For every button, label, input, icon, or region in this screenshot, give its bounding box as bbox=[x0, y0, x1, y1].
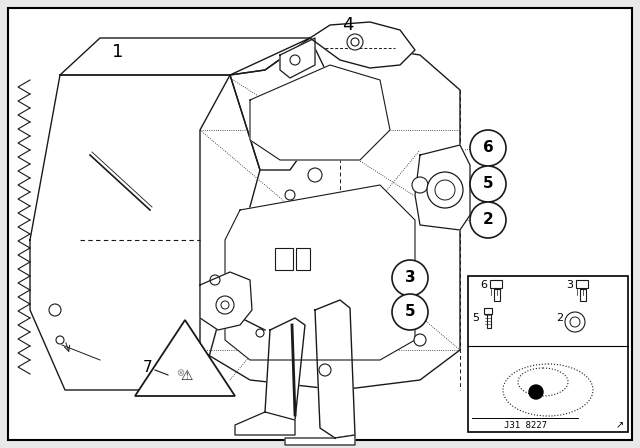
Circle shape bbox=[529, 385, 543, 399]
Circle shape bbox=[216, 296, 234, 314]
Circle shape bbox=[351, 38, 359, 46]
Polygon shape bbox=[265, 318, 305, 420]
Circle shape bbox=[319, 364, 331, 376]
Circle shape bbox=[565, 312, 585, 332]
Polygon shape bbox=[415, 145, 470, 230]
Bar bbox=[275, 248, 293, 270]
Circle shape bbox=[412, 177, 428, 193]
Text: 5: 5 bbox=[483, 177, 493, 191]
Circle shape bbox=[290, 55, 300, 65]
Bar bbox=[576, 280, 588, 288]
Bar bbox=[494, 289, 500, 301]
Bar bbox=[490, 280, 502, 288]
Polygon shape bbox=[235, 412, 295, 435]
Bar bbox=[487, 314, 491, 328]
Circle shape bbox=[210, 275, 220, 285]
Bar bbox=[296, 248, 310, 270]
Text: 4: 4 bbox=[342, 16, 354, 34]
Ellipse shape bbox=[518, 368, 568, 396]
Polygon shape bbox=[60, 38, 310, 75]
Text: 5: 5 bbox=[472, 313, 479, 323]
Circle shape bbox=[470, 202, 506, 238]
Circle shape bbox=[392, 260, 428, 296]
Circle shape bbox=[347, 34, 363, 50]
Bar bbox=[468, 276, 628, 432]
Polygon shape bbox=[310, 22, 415, 68]
Circle shape bbox=[570, 317, 580, 327]
Polygon shape bbox=[230, 38, 340, 170]
Polygon shape bbox=[250, 65, 390, 160]
Text: ↗: ↗ bbox=[616, 420, 624, 430]
Circle shape bbox=[256, 329, 264, 337]
Text: 2: 2 bbox=[556, 313, 564, 323]
Text: 6: 6 bbox=[481, 280, 488, 290]
Polygon shape bbox=[280, 38, 315, 78]
Polygon shape bbox=[285, 435, 355, 445]
Circle shape bbox=[414, 334, 426, 346]
Bar bbox=[484, 308, 492, 314]
Ellipse shape bbox=[503, 364, 593, 416]
Polygon shape bbox=[30, 75, 260, 390]
Text: 5: 5 bbox=[404, 305, 415, 319]
Text: 1: 1 bbox=[112, 43, 124, 61]
Circle shape bbox=[308, 168, 322, 182]
Text: 3: 3 bbox=[566, 280, 573, 290]
Circle shape bbox=[427, 172, 463, 208]
Text: 2: 2 bbox=[483, 212, 493, 228]
Circle shape bbox=[56, 336, 64, 344]
Polygon shape bbox=[200, 272, 252, 330]
Circle shape bbox=[435, 180, 455, 200]
Polygon shape bbox=[135, 320, 235, 396]
Text: ⊗: ⊗ bbox=[176, 368, 184, 378]
Circle shape bbox=[49, 304, 61, 316]
Bar bbox=[580, 289, 586, 301]
Text: ⚠: ⚠ bbox=[180, 369, 193, 383]
Circle shape bbox=[470, 130, 506, 166]
Polygon shape bbox=[225, 185, 415, 360]
Circle shape bbox=[392, 294, 428, 330]
Text: 6: 6 bbox=[483, 141, 493, 155]
Circle shape bbox=[285, 190, 295, 200]
Text: 3: 3 bbox=[404, 271, 415, 285]
Polygon shape bbox=[200, 38, 460, 390]
Circle shape bbox=[221, 301, 229, 309]
Text: J31 8227: J31 8227 bbox=[504, 421, 547, 430]
Text: 7: 7 bbox=[143, 361, 153, 375]
Polygon shape bbox=[315, 300, 355, 438]
Circle shape bbox=[470, 166, 506, 202]
